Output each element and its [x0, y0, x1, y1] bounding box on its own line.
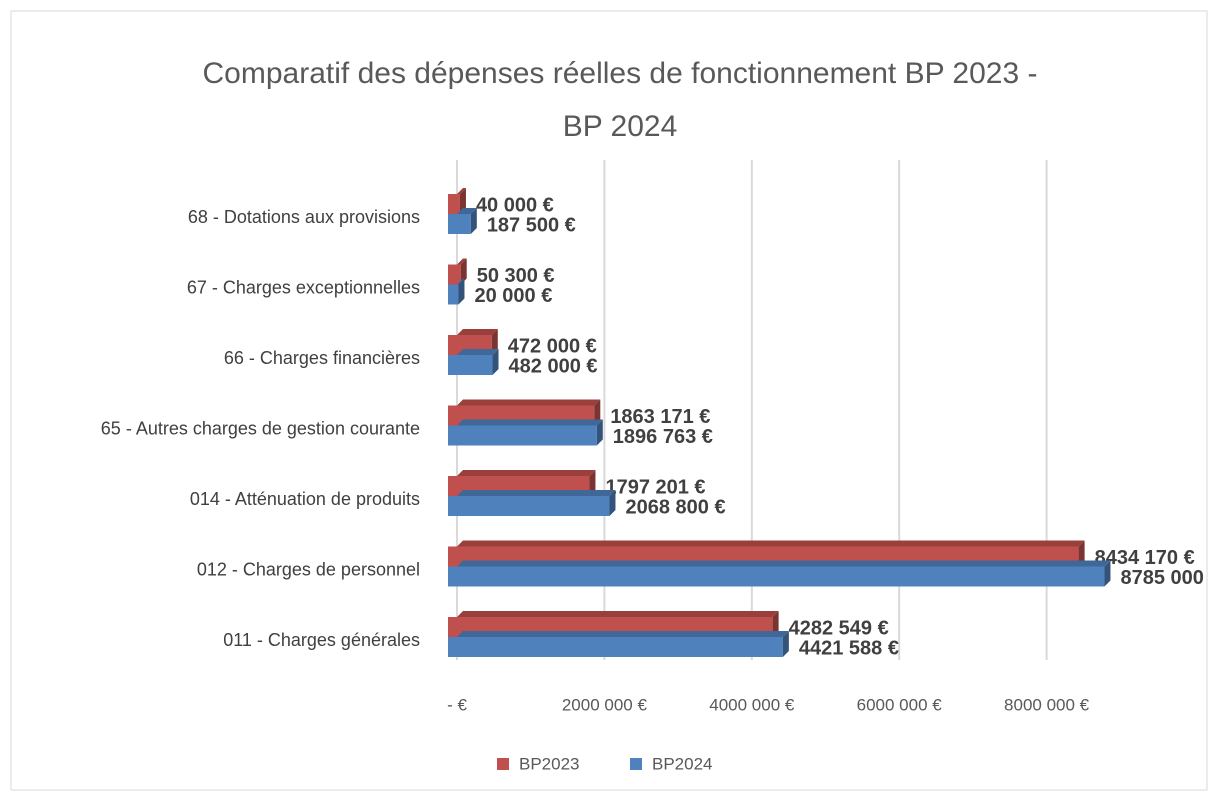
bar-side-face — [609, 490, 616, 516]
bar — [448, 264, 461, 285]
category-label: 67 - Charges exceptionnelles — [187, 277, 420, 297]
bar-top-face — [457, 470, 596, 476]
x-tick-label: 6000 000 € — [857, 695, 943, 714]
legend-label: BP2023 — [519, 754, 580, 773]
category-label: 66 - Charges financières — [224, 348, 420, 368]
bar — [448, 214, 471, 234]
chart-border — [10, 10, 1208, 791]
bar — [448, 425, 597, 446]
x-tick-label: 8000 000 € — [1004, 695, 1090, 714]
value-label: 4421 588 € — [799, 637, 899, 659]
bar-top-face — [457, 560, 1111, 567]
bar-top-face — [457, 419, 603, 426]
value-label: 4282 549 € — [789, 617, 889, 639]
chart-title: Comparatif des dépenses réelles de fonct… — [203, 57, 1038, 90]
legend-swatch — [497, 758, 509, 770]
value-label: 20 000 € — [474, 285, 552, 307]
bar-side-face — [458, 278, 465, 305]
value-label: 40 000 € — [476, 194, 554, 216]
legend-swatch — [630, 758, 642, 770]
bar-side-face — [460, 258, 467, 285]
x-tick-label: - € — [447, 695, 467, 714]
value-label: 2068 800 € — [625, 496, 725, 518]
value-label: 472 000 € — [508, 335, 597, 357]
category-label: 012 - Charges de personnel — [197, 559, 420, 579]
bar — [448, 355, 493, 375]
chart-title-line-2: BP 2024 — [563, 110, 678, 143]
bar-top-face — [457, 631, 789, 637]
bar-top-face — [457, 611, 779, 617]
value-label: 187 500 € — [487, 214, 576, 236]
bar-side-face — [782, 631, 789, 657]
value-label: 482 000 € — [509, 355, 598, 377]
bar — [448, 194, 460, 214]
x-tick-label: 2000 000 € — [562, 695, 648, 714]
category-label: 68 - Dotations aux provisions — [188, 207, 420, 227]
category-label: 014 - Atténuation de produits — [190, 489, 420, 509]
x-tick-label: 4000 000 € — [709, 695, 795, 714]
bar-side-face — [459, 188, 466, 214]
category-label: 65 - Autres charges de gestion courante — [101, 418, 420, 438]
bar-side-face — [491, 329, 498, 355]
bar-top-face — [457, 329, 498, 335]
bar-top-face — [457, 258, 467, 265]
bar-side-face — [492, 349, 499, 375]
value-label: 8434 170 € — [1095, 547, 1195, 569]
legend-label: BP2024 — [652, 754, 713, 773]
bar-side-face — [470, 208, 477, 234]
bar — [448, 496, 610, 516]
value-label: 50 300 € — [477, 265, 555, 287]
bar — [448, 637, 783, 657]
bar-side-face — [596, 419, 603, 446]
bar-top-face — [457, 278, 465, 285]
bar-side-face — [589, 470, 596, 496]
bar — [448, 284, 459, 305]
bar — [448, 566, 1105, 587]
bar-side-face — [594, 399, 601, 426]
bar-top-face — [457, 349, 499, 355]
bar-side-face — [1078, 540, 1085, 567]
value-label: 8785 000 € — [1120, 567, 1208, 589]
bar-top-face — [457, 399, 601, 406]
bar-top-face — [457, 188, 466, 194]
bar-top-face — [457, 208, 477, 214]
bar-top-face — [457, 490, 616, 496]
bar-top-face — [457, 540, 1085, 547]
value-label: 1863 171 € — [610, 406, 710, 428]
value-label: 1896 763 € — [613, 426, 713, 448]
value-label: 1797 201 € — [605, 476, 705, 498]
category-label: 011 - Charges générales — [223, 630, 420, 650]
bar-side-face — [772, 611, 779, 637]
bar-side-face — [1104, 560, 1111, 587]
